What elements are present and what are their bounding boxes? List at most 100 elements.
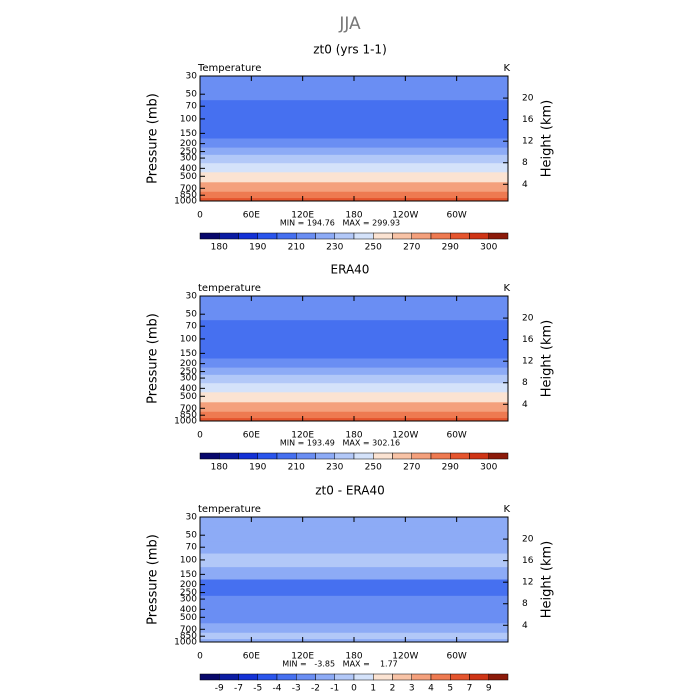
left-label: Temperature — [197, 63, 261, 74]
y2-tick-label: 4 — [522, 400, 528, 410]
y2-tick-label: 8 — [522, 158, 528, 168]
colorbar-label: 230 — [326, 463, 343, 473]
x-tick-label: 120W — [392, 211, 418, 221]
colorbar-box — [199, 673, 220, 681]
colorbar-label: 270 — [403, 463, 420, 473]
colorbar-box — [392, 452, 412, 460]
y-tick-label: 400 — [180, 164, 197, 174]
y-tick-label: 100 — [180, 555, 197, 565]
colorbar-box — [296, 452, 316, 460]
colorbar-box — [199, 452, 220, 460]
colorbar-box — [411, 452, 432, 460]
colorbar-label: 1 — [370, 684, 376, 694]
panel-title: zt0 - ERA40 — [315, 484, 385, 498]
y2-axis-title: Height (km) — [540, 100, 555, 177]
y-tick-label: 500 — [180, 172, 197, 182]
colorbar-label: 230 — [326, 243, 343, 253]
contour-band — [200, 541, 508, 555]
contour-band — [200, 172, 508, 183]
y-tick-label: 30 — [186, 72, 198, 82]
y2-tick-label: 20 — [522, 314, 534, 324]
right-label: K — [503, 504, 510, 515]
contour-band — [200, 604, 508, 614]
colorbar-box — [411, 232, 432, 240]
x-tick-label: 120E — [291, 211, 314, 221]
contour-band — [200, 147, 508, 156]
left-label: temperature — [198, 504, 261, 515]
colorbar-box — [373, 452, 393, 460]
y2-tick-label: 4 — [522, 621, 528, 631]
colorbar-box — [257, 232, 278, 240]
x-tick-label: 60E — [243, 652, 260, 662]
colorbar-box — [488, 232, 509, 240]
y2-axis-title: Height (km) — [540, 320, 555, 397]
y-tick-label: 150 — [180, 349, 197, 359]
left-label: temperature — [198, 283, 261, 294]
y-tick-label: 100 — [180, 334, 197, 344]
y-tick-label: 400 — [180, 384, 197, 394]
y2-tick-label: 8 — [522, 378, 528, 388]
stats: MIN = 193.49 MAX = 302.16 — [280, 439, 400, 448]
colorbar-label: 190 — [249, 243, 266, 253]
contour-band — [200, 374, 508, 384]
colorbar-label: 300 — [480, 243, 497, 253]
y2-tick-label: 12 — [522, 357, 533, 367]
y2-axis-title: Height (km) — [540, 541, 555, 618]
x-tick-label: 180 — [345, 211, 362, 221]
colorbar-box — [276, 232, 297, 240]
x-tick-label: 60W — [446, 431, 466, 441]
y-tick-label: 850 — [180, 632, 197, 642]
right-label: K — [503, 63, 510, 74]
colorbar-box — [469, 452, 489, 460]
colorbar-box — [276, 673, 297, 681]
colorbar-label: 3 — [409, 684, 415, 694]
y-axis-title: Pressure (mb) — [146, 534, 161, 625]
y-tick-label: 30 — [186, 513, 198, 523]
colorbar-label: 270 — [403, 243, 420, 253]
x-tick-label: 0 — [197, 211, 203, 221]
colorbar-box — [219, 452, 239, 460]
colorbar-label: -5 — [253, 684, 262, 694]
contour-band — [200, 100, 508, 114]
x-tick-label: 120E — [291, 652, 314, 662]
x-tick-label: 180 — [345, 431, 362, 441]
x-tick-label: 60E — [243, 211, 260, 221]
y-tick-label: 50 — [186, 310, 198, 320]
colorbar-box — [392, 232, 412, 240]
contour-band — [200, 567, 508, 580]
x-tick-label: 120W — [392, 652, 418, 662]
y-tick-label: 150 — [180, 570, 197, 580]
panel-title: zt0 (yrs 1-1) — [313, 43, 387, 57]
colorbar-box — [373, 673, 393, 681]
colorbar-label: 2 — [390, 684, 396, 694]
y-tick-label: 850 — [180, 191, 197, 201]
colorbar-box — [353, 232, 374, 240]
colorbar-box — [373, 232, 393, 240]
y-tick-label: 500 — [180, 392, 197, 402]
colorbar-label: 180 — [211, 243, 228, 253]
y-tick-label: 70 — [186, 543, 198, 553]
y2-tick-label: 4 — [522, 180, 528, 190]
y-tick-label: 200 — [180, 359, 197, 369]
colorbar-label: -2 — [311, 684, 320, 694]
colorbar-label: 210 — [288, 463, 305, 473]
y2-tick-label: 16 — [522, 335, 534, 345]
x-tick-label: 120E — [291, 431, 314, 441]
colorbar-box — [334, 232, 355, 240]
contour-band — [200, 191, 508, 199]
contour-band — [200, 632, 508, 640]
colorbar-box — [430, 673, 451, 681]
colorbar-box — [238, 673, 258, 681]
contour-band — [200, 588, 508, 597]
contour-band — [200, 163, 508, 173]
y-tick-label: 1000 — [174, 417, 197, 427]
colorbar-box — [238, 232, 258, 240]
x-tick-label: 60W — [446, 211, 466, 221]
colorbar-box — [315, 452, 335, 460]
contour-band — [200, 402, 508, 413]
y-tick-label: 50 — [186, 531, 198, 541]
colorbar-label: -3 — [292, 684, 301, 694]
y-tick-label: 300 — [180, 595, 197, 605]
colorbar-box — [238, 452, 258, 460]
colorbar-box — [334, 673, 355, 681]
